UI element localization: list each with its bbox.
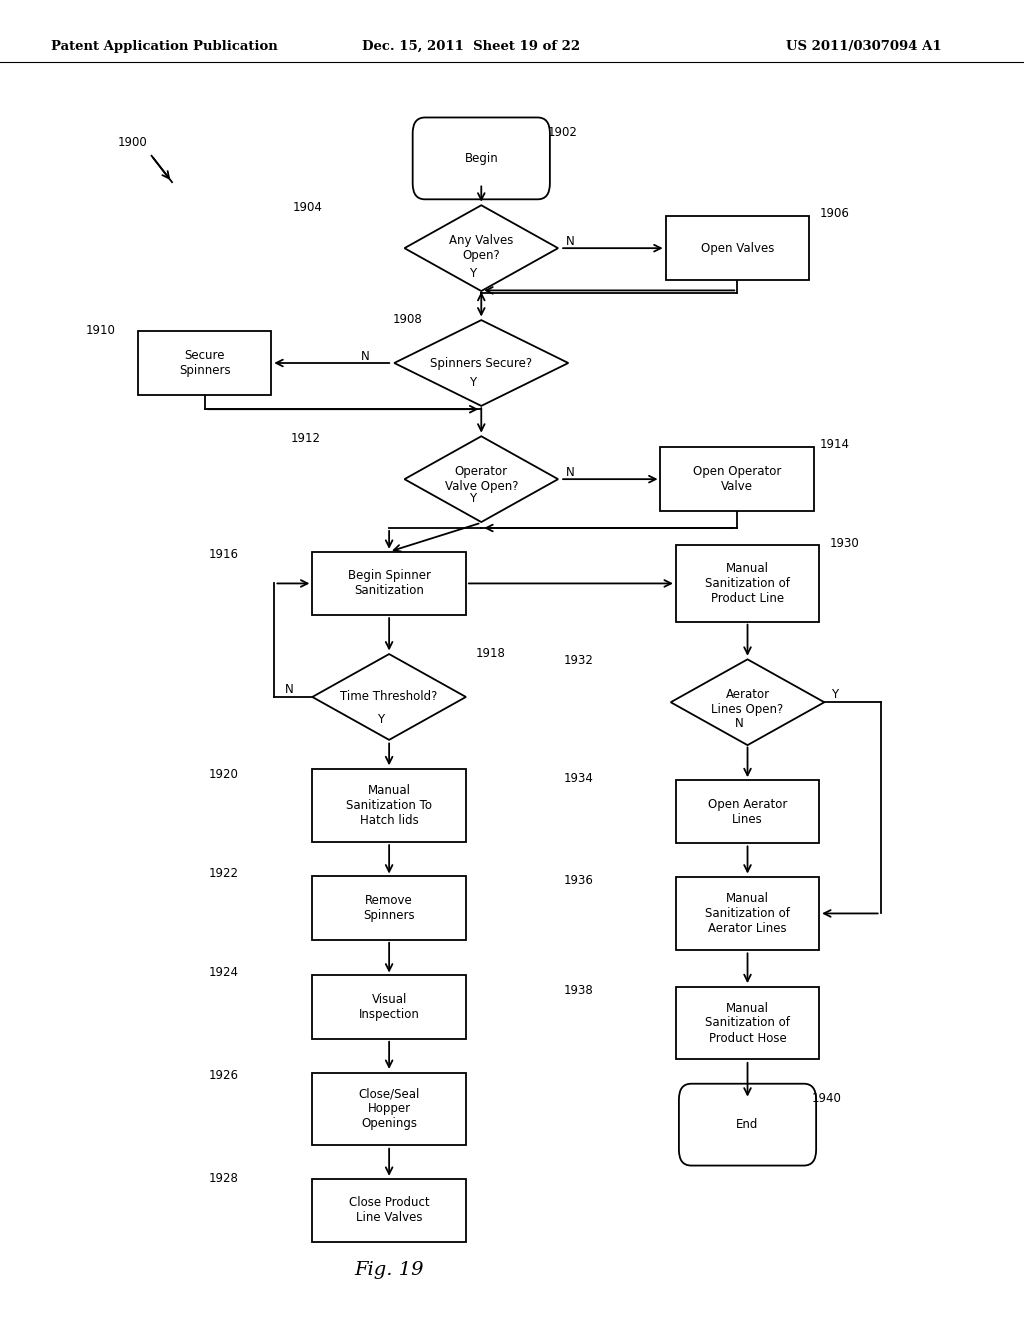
Text: 1936: 1936 — [564, 874, 594, 887]
Text: 1934: 1934 — [564, 772, 594, 785]
Text: N: N — [360, 350, 370, 363]
Text: Remove
Spinners: Remove Spinners — [364, 894, 415, 923]
Text: Manual
Sanitization of
Product Line: Manual Sanitization of Product Line — [706, 562, 790, 605]
Text: N: N — [285, 682, 294, 696]
Polygon shape — [404, 205, 558, 290]
Text: Aerator
Lines Open?: Aerator Lines Open? — [712, 688, 783, 717]
Polygon shape — [404, 436, 558, 521]
Text: Dec. 15, 2011  Sheet 19 of 22: Dec. 15, 2011 Sheet 19 of 22 — [361, 40, 581, 53]
Text: US 2011/0307094 A1: US 2011/0307094 A1 — [786, 40, 942, 53]
FancyBboxPatch shape — [312, 975, 466, 1039]
Text: 1910: 1910 — [86, 323, 116, 337]
Text: 1912: 1912 — [291, 432, 321, 445]
Text: Spinners Secure?: Spinners Secure? — [430, 356, 532, 370]
Text: Begin: Begin — [465, 152, 498, 165]
Text: N: N — [566, 466, 575, 479]
Text: 1916: 1916 — [209, 548, 239, 561]
Text: 1914: 1914 — [819, 438, 849, 451]
Text: Y: Y — [377, 713, 384, 726]
Text: 1938: 1938 — [564, 983, 594, 997]
FancyBboxPatch shape — [660, 447, 814, 511]
FancyBboxPatch shape — [413, 117, 550, 199]
Text: 1920: 1920 — [209, 768, 239, 781]
Text: Manual
Sanitization To
Hatch lids: Manual Sanitization To Hatch lids — [346, 784, 432, 826]
Text: Visual
Inspection: Visual Inspection — [358, 993, 420, 1022]
FancyBboxPatch shape — [679, 1084, 816, 1166]
Text: 1940: 1940 — [812, 1092, 842, 1105]
Text: End: End — [736, 1118, 759, 1131]
FancyBboxPatch shape — [676, 878, 819, 950]
Text: 1904: 1904 — [293, 201, 323, 214]
Text: 1924: 1924 — [209, 966, 239, 979]
Text: 1922: 1922 — [209, 867, 239, 880]
FancyBboxPatch shape — [676, 780, 819, 843]
Polygon shape — [671, 659, 824, 744]
Text: Y: Y — [469, 376, 476, 389]
Text: N: N — [735, 717, 744, 730]
Text: Manual
Sanitization of
Product Hose: Manual Sanitization of Product Hose — [706, 1002, 790, 1044]
FancyBboxPatch shape — [312, 768, 466, 842]
Text: Y: Y — [469, 267, 476, 280]
Text: N: N — [566, 235, 575, 248]
Text: 1900: 1900 — [118, 136, 147, 149]
FancyBboxPatch shape — [312, 1072, 466, 1144]
FancyBboxPatch shape — [676, 987, 819, 1059]
FancyBboxPatch shape — [312, 552, 466, 615]
Text: 1908: 1908 — [393, 313, 423, 326]
Text: 1902: 1902 — [548, 125, 578, 139]
FancyBboxPatch shape — [312, 1179, 466, 1242]
Text: Open Aerator
Lines: Open Aerator Lines — [708, 797, 787, 826]
Text: Y: Y — [469, 492, 476, 506]
FancyBboxPatch shape — [312, 876, 466, 940]
Text: Open Valves: Open Valves — [700, 242, 774, 255]
Text: Operator
Valve Open?: Operator Valve Open? — [444, 465, 518, 494]
Text: Time Threshold?: Time Threshold? — [340, 690, 438, 704]
Text: Patent Application Publication: Patent Application Publication — [51, 40, 278, 53]
Text: Fig. 19: Fig. 19 — [354, 1261, 424, 1279]
Text: Open Operator
Valve: Open Operator Valve — [693, 465, 781, 494]
Text: Secure
Spinners: Secure Spinners — [179, 348, 230, 378]
FancyBboxPatch shape — [676, 545, 819, 622]
Polygon shape — [394, 321, 568, 407]
Text: Manual
Sanitization of
Aerator Lines: Manual Sanitization of Aerator Lines — [706, 892, 790, 935]
Text: Any Valves
Open?: Any Valves Open? — [450, 234, 513, 263]
Text: 1930: 1930 — [829, 537, 859, 550]
FancyBboxPatch shape — [666, 216, 809, 280]
Text: Y: Y — [831, 688, 839, 701]
Text: 1918: 1918 — [476, 647, 506, 660]
Text: 1926: 1926 — [209, 1069, 239, 1082]
Text: 1906: 1906 — [819, 207, 849, 220]
Text: Begin Spinner
Sanitization: Begin Spinner Sanitization — [347, 569, 431, 598]
Text: 1932: 1932 — [564, 653, 594, 667]
Text: Close/Seal
Hopper
Openings: Close/Seal Hopper Openings — [358, 1088, 420, 1130]
Polygon shape — [312, 655, 466, 739]
Text: Close Product
Line Valves: Close Product Line Valves — [349, 1196, 429, 1225]
Text: 1928: 1928 — [209, 1172, 239, 1185]
FancyBboxPatch shape — [138, 331, 271, 395]
